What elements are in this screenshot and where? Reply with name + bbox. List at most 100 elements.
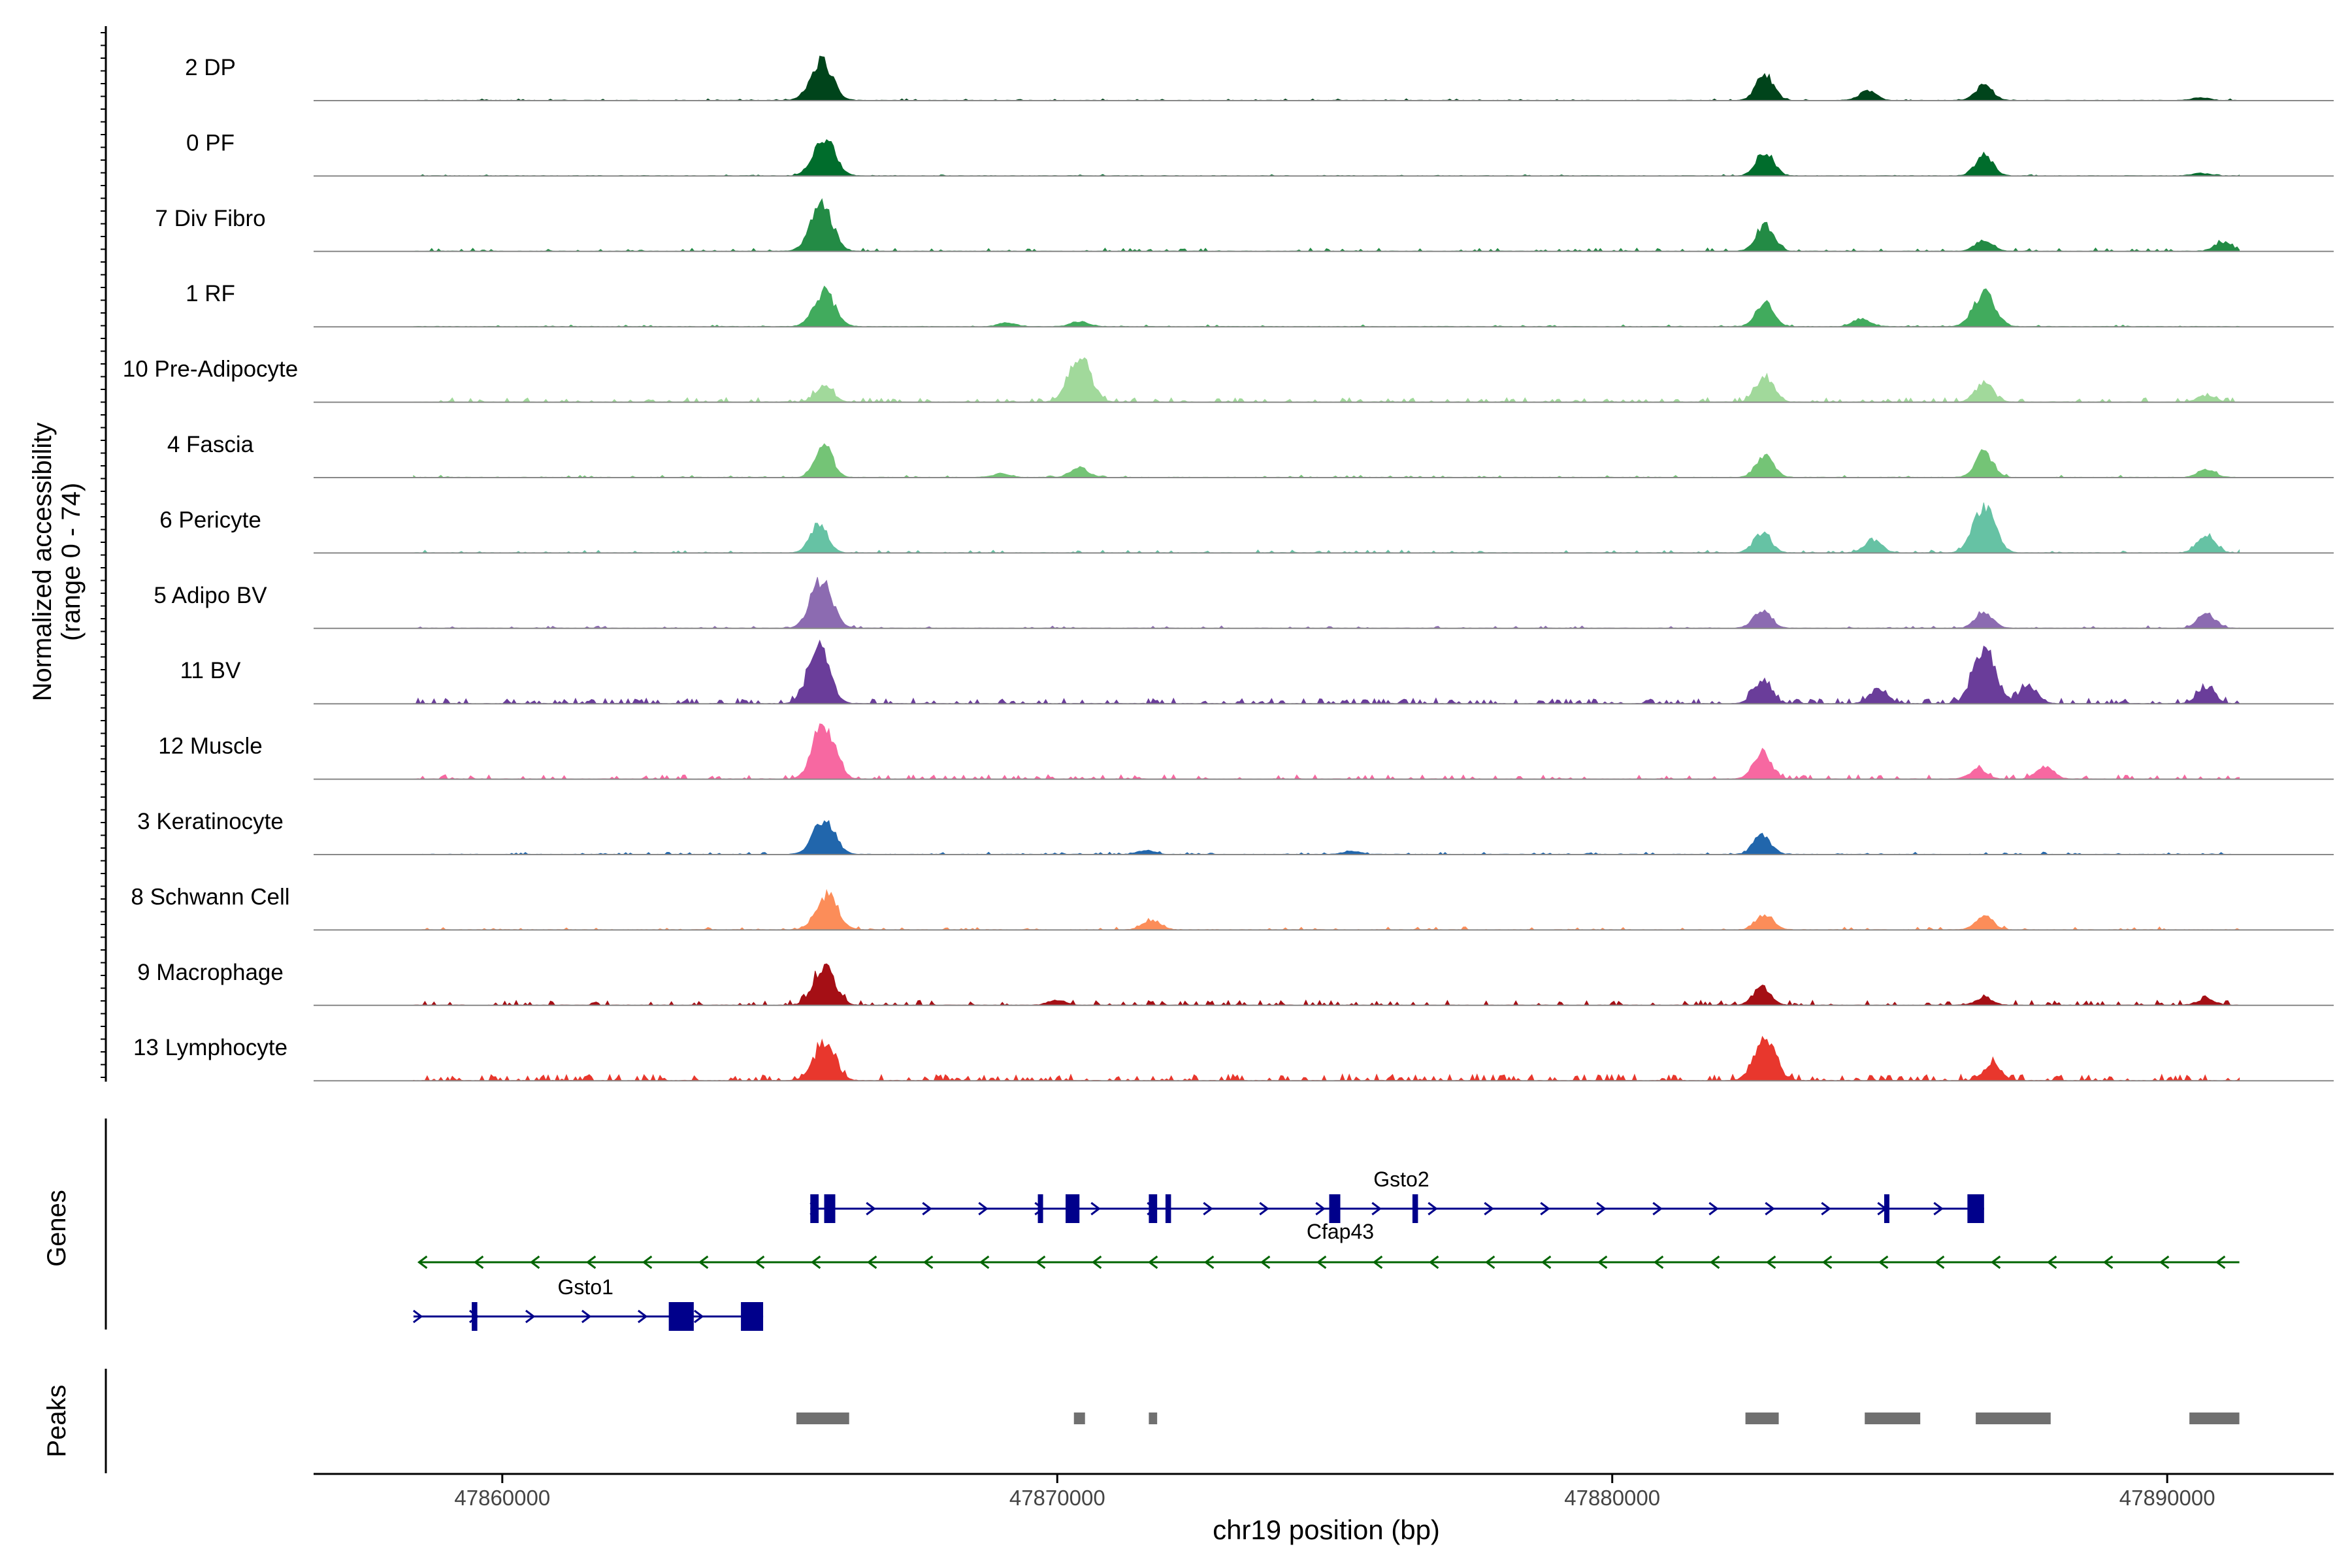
exon bbox=[1884, 1194, 1889, 1223]
coverage-area bbox=[413, 502, 2240, 553]
y-axis-label-line1: Normalized accessibility bbox=[28, 423, 57, 702]
strand-arrow-icon bbox=[2046, 1255, 2057, 1269]
strand-arrow-icon bbox=[866, 1201, 876, 1216]
strand-arrow-icon bbox=[694, 1309, 704, 1324]
peak-region bbox=[1149, 1413, 1158, 1424]
track-label: 3 Keratinocyte bbox=[137, 809, 284, 834]
strand-arrow-icon bbox=[1203, 1255, 1215, 1269]
strand-arrow-icon bbox=[529, 1255, 540, 1269]
gene-gsto1: Gsto1 bbox=[413, 1275, 764, 1331]
track-8-schwann-cell: 8 Schwann Cell bbox=[131, 884, 2334, 931]
coverage-area bbox=[413, 443, 2240, 478]
gene-cfap43: Cfap43 bbox=[417, 1220, 2240, 1269]
y-axis-label-line2: (range 0 - 74) bbox=[57, 483, 86, 641]
track-3-keratinocyte: 3 Keratinocyte bbox=[137, 809, 2334, 855]
coverage-area bbox=[413, 198, 2240, 252]
track-label: 5 Adipo BV bbox=[154, 583, 267, 608]
peaks-track bbox=[796, 1413, 2240, 1424]
strand-arrow-icon bbox=[1316, 1255, 1327, 1269]
track-label: 4 Fascia bbox=[167, 432, 254, 457]
strand-arrow-icon bbox=[1484, 1255, 1495, 1269]
coverage-area bbox=[413, 820, 2240, 855]
strand-arrow-icon bbox=[1652, 1201, 1663, 1216]
strand-arrow-icon bbox=[642, 1255, 653, 1269]
strand-arrow-icon bbox=[581, 1309, 592, 1324]
track-label: 10 Pre-Adipocyte bbox=[123, 357, 298, 382]
axes: Normalized accessibility (range 0 - 74) … bbox=[28, 26, 2334, 1545]
strand-arrow-icon bbox=[1147, 1255, 1158, 1269]
strand-arrow-icon bbox=[638, 1309, 648, 1324]
coverage-area bbox=[413, 56, 2240, 101]
coverage-area bbox=[413, 639, 2240, 705]
coverage-area bbox=[413, 723, 2240, 780]
gene-label: Gsto1 bbox=[558, 1275, 613, 1299]
exon bbox=[1412, 1194, 1418, 1223]
track-7-div-fibro: 7 Div Fibro bbox=[155, 198, 2334, 252]
strand-arrow-icon bbox=[1203, 1201, 1213, 1216]
track-10-pre-adipocyte: 10 Pre-Adipocyte bbox=[123, 357, 2334, 403]
strand-arrow-icon bbox=[585, 1255, 596, 1269]
strand-arrow-icon bbox=[1990, 1255, 2001, 1269]
track-1-rf: 1 RF bbox=[186, 281, 2334, 328]
strand-arrow-icon bbox=[1371, 1201, 1382, 1216]
exon bbox=[472, 1302, 478, 1331]
strand-arrow-icon bbox=[1653, 1255, 1664, 1269]
track-label: 1 RF bbox=[186, 281, 235, 306]
strand-arrow-icon bbox=[810, 1255, 821, 1269]
strand-arrow-icon bbox=[1933, 1201, 1944, 1216]
strand-arrow-icon bbox=[1878, 1255, 1889, 1269]
strand-arrow-icon bbox=[1541, 1255, 1552, 1269]
peak-region bbox=[796, 1413, 849, 1424]
strand-arrow-icon bbox=[1428, 1255, 1439, 1269]
gene-gsto2: Gsto2 bbox=[809, 1168, 1984, 1223]
strand-arrow-icon bbox=[1315, 1201, 1326, 1216]
exon bbox=[824, 1194, 836, 1223]
strand-arrow-icon bbox=[1540, 1201, 1550, 1216]
gene-annotation-track: Gsto2 Cfap43 Gsto1 bbox=[413, 1168, 2240, 1331]
track-13-lymphocyte: 13 Lymphocyte bbox=[133, 1035, 2334, 1082]
peak-region bbox=[2189, 1413, 2240, 1424]
strand-arrow-icon bbox=[1708, 1201, 1719, 1216]
strand-arrow-icon bbox=[866, 1255, 877, 1269]
exon bbox=[1149, 1194, 1158, 1223]
strand-arrow-icon bbox=[1259, 1201, 1269, 1216]
strand-arrow-icon bbox=[1484, 1201, 1494, 1216]
track-label: 2 DP bbox=[185, 55, 236, 80]
peak-region bbox=[1865, 1413, 1921, 1424]
strand-arrow-icon bbox=[1765, 1255, 1776, 1269]
track-label: 11 BV bbox=[180, 658, 241, 683]
track-11-bv: 11 BV bbox=[180, 639, 2334, 705]
coverage-area bbox=[413, 577, 2240, 629]
strand-arrow-icon bbox=[1821, 1201, 1831, 1216]
strand-arrow-icon bbox=[1035, 1255, 1046, 1269]
strand-arrow-icon bbox=[1709, 1255, 1720, 1269]
x-axis-label: chr19 position (bp) bbox=[1213, 1514, 1440, 1545]
strand-arrow-icon bbox=[1260, 1255, 1271, 1269]
x-tick-label: 47870000 bbox=[1009, 1486, 1105, 1510]
strand-arrow-icon bbox=[978, 1201, 988, 1216]
x-tick-label: 47880000 bbox=[1564, 1486, 1660, 1510]
exon bbox=[668, 1302, 694, 1331]
strand-arrow-icon bbox=[1596, 1201, 1607, 1216]
gene-label: Gsto2 bbox=[1373, 1168, 1429, 1191]
strand-arrow-icon bbox=[1934, 1255, 1945, 1269]
exon bbox=[1037, 1194, 1043, 1223]
track-5-adipo-bv: 5 Adipo BV bbox=[154, 577, 2334, 629]
strand-arrow-icon bbox=[525, 1309, 536, 1324]
x-tick-label: 47890000 bbox=[2119, 1486, 2215, 1510]
strand-arrow-icon bbox=[417, 1255, 428, 1269]
strand-arrow-icon bbox=[2102, 1255, 2114, 1269]
strand-arrow-icon bbox=[1090, 1201, 1101, 1216]
strand-arrow-icon bbox=[979, 1255, 990, 1269]
exon bbox=[1329, 1194, 1341, 1223]
exon bbox=[1165, 1194, 1171, 1223]
coverage-area bbox=[413, 889, 2240, 930]
track-2-dp: 2 DP bbox=[185, 55, 2334, 101]
genes-track-label: Genes bbox=[42, 1190, 71, 1267]
coverage-area bbox=[413, 963, 2240, 1006]
strand-arrow-icon bbox=[1428, 1201, 1438, 1216]
track-0-pf: 0 PF bbox=[186, 130, 2334, 177]
coverage-area bbox=[413, 1036, 2240, 1082]
strand-arrow-icon bbox=[1091, 1255, 1102, 1269]
strand-arrow-icon bbox=[2159, 1255, 2170, 1269]
